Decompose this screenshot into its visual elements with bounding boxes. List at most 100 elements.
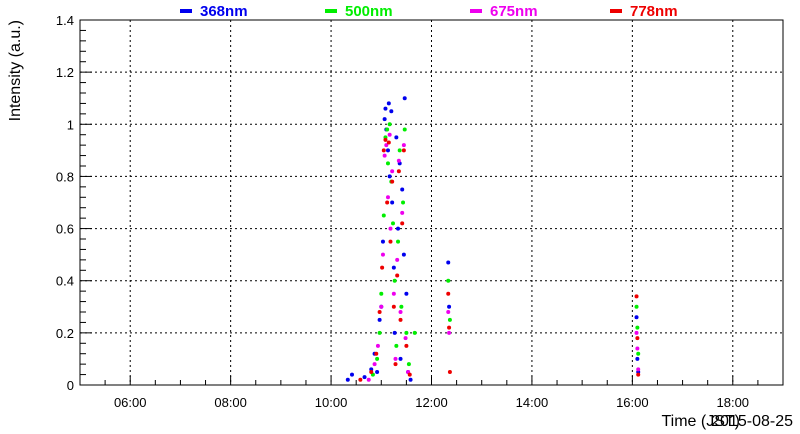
y-tick-label: 1.4 — [56, 13, 74, 28]
data-point — [388, 239, 393, 244]
gridlines — [80, 20, 783, 385]
data-point — [397, 148, 402, 153]
data-point — [375, 343, 380, 348]
data-point — [379, 304, 384, 309]
data-point — [375, 369, 380, 374]
data-point — [636, 351, 641, 356]
data-point — [381, 148, 386, 153]
data-point — [385, 148, 390, 153]
data-point — [404, 291, 409, 296]
data-point — [404, 330, 409, 335]
x-tick-label: 14:00 — [516, 395, 549, 410]
data-point — [387, 132, 392, 137]
data-point — [366, 377, 371, 382]
x-axis-title: Time (JST) — [661, 413, 740, 430]
data-point — [400, 221, 405, 226]
data-point — [380, 265, 385, 270]
data-point — [393, 362, 398, 367]
data-point — [372, 362, 377, 367]
data-point — [396, 158, 401, 163]
legend-entry: 368nm — [200, 3, 248, 20]
data-point — [401, 252, 406, 257]
data-point — [383, 137, 388, 142]
data-point — [393, 356, 398, 361]
data-point — [398, 310, 403, 314]
data-point — [385, 161, 390, 166]
data-points — [345, 96, 641, 382]
date-label: 2015-08-25 — [711, 413, 793, 430]
y-tick-label: 0.6 — [56, 222, 74, 237]
data-point — [345, 377, 350, 382]
data-point — [447, 317, 452, 322]
data-point — [358, 377, 363, 382]
y-tick-label: 0.8 — [56, 169, 74, 184]
data-point — [399, 304, 404, 309]
data-point — [381, 213, 386, 218]
data-point — [403, 336, 408, 341]
data-point — [391, 304, 396, 309]
data-point — [392, 278, 397, 283]
data-point — [386, 140, 391, 145]
data-point — [390, 200, 395, 205]
data-point — [634, 315, 639, 320]
data-point — [447, 330, 452, 335]
data-point — [369, 369, 374, 374]
data-point — [394, 135, 399, 140]
legend-swatch — [610, 9, 622, 13]
data-point — [391, 221, 396, 226]
data-point — [398, 356, 403, 361]
data-point — [377, 330, 382, 335]
data-point — [446, 291, 451, 296]
data-point — [396, 239, 401, 244]
data-point — [382, 117, 387, 122]
x-tick-label: 18:00 — [717, 395, 750, 410]
data-point — [396, 226, 401, 231]
data-point — [395, 273, 400, 278]
x-tick-label: 16:00 — [616, 395, 649, 410]
data-point — [407, 372, 412, 377]
data-point — [377, 317, 382, 322]
data-point — [386, 101, 391, 106]
data-point — [634, 330, 639, 335]
data-point — [447, 304, 452, 309]
data-point — [390, 179, 395, 184]
data-point — [412, 330, 417, 335]
data-point — [400, 187, 405, 192]
legend-entry: 778nm — [630, 3, 678, 20]
data-point — [395, 257, 400, 262]
data-point — [634, 304, 639, 309]
data-point — [402, 96, 407, 101]
x-axis: 06:00 08:00 10:00 12:00 14:00 16:00 18:00 — [79, 376, 784, 410]
y-tick-label: 0.4 — [56, 274, 74, 289]
data-point — [636, 367, 641, 372]
legend-entry: 675nm — [490, 3, 538, 20]
x-tick-label: 12:00 — [415, 395, 448, 410]
data-point — [387, 174, 392, 179]
data-point — [446, 278, 451, 283]
data-point — [446, 310, 451, 314]
data-point — [383, 106, 388, 111]
y-axis: 0 0.2 0.4 0.6 0.8 1 1.2 1.4 — [56, 13, 92, 393]
data-point — [401, 148, 406, 153]
legend-entry: 500nm — [345, 3, 393, 20]
data-point — [401, 200, 406, 205]
data-point — [404, 343, 409, 348]
y-tick-label: 0 — [67, 378, 74, 393]
y-tick-label: 0.2 — [56, 326, 74, 341]
data-point — [349, 372, 354, 377]
data-point — [385, 195, 390, 200]
data-point — [635, 336, 640, 341]
data-point — [377, 310, 382, 314]
data-point — [375, 356, 380, 361]
legend-swatch — [325, 9, 337, 13]
data-point — [388, 226, 393, 231]
data-point — [374, 351, 379, 356]
data-point — [385, 200, 390, 205]
data-point — [635, 346, 640, 351]
data-point — [406, 362, 411, 367]
y-tick-label: 1 — [67, 117, 74, 132]
data-point — [401, 143, 406, 148]
x-tick-label: 10:00 — [315, 395, 348, 410]
x-tick-label: 08:00 — [214, 395, 247, 410]
